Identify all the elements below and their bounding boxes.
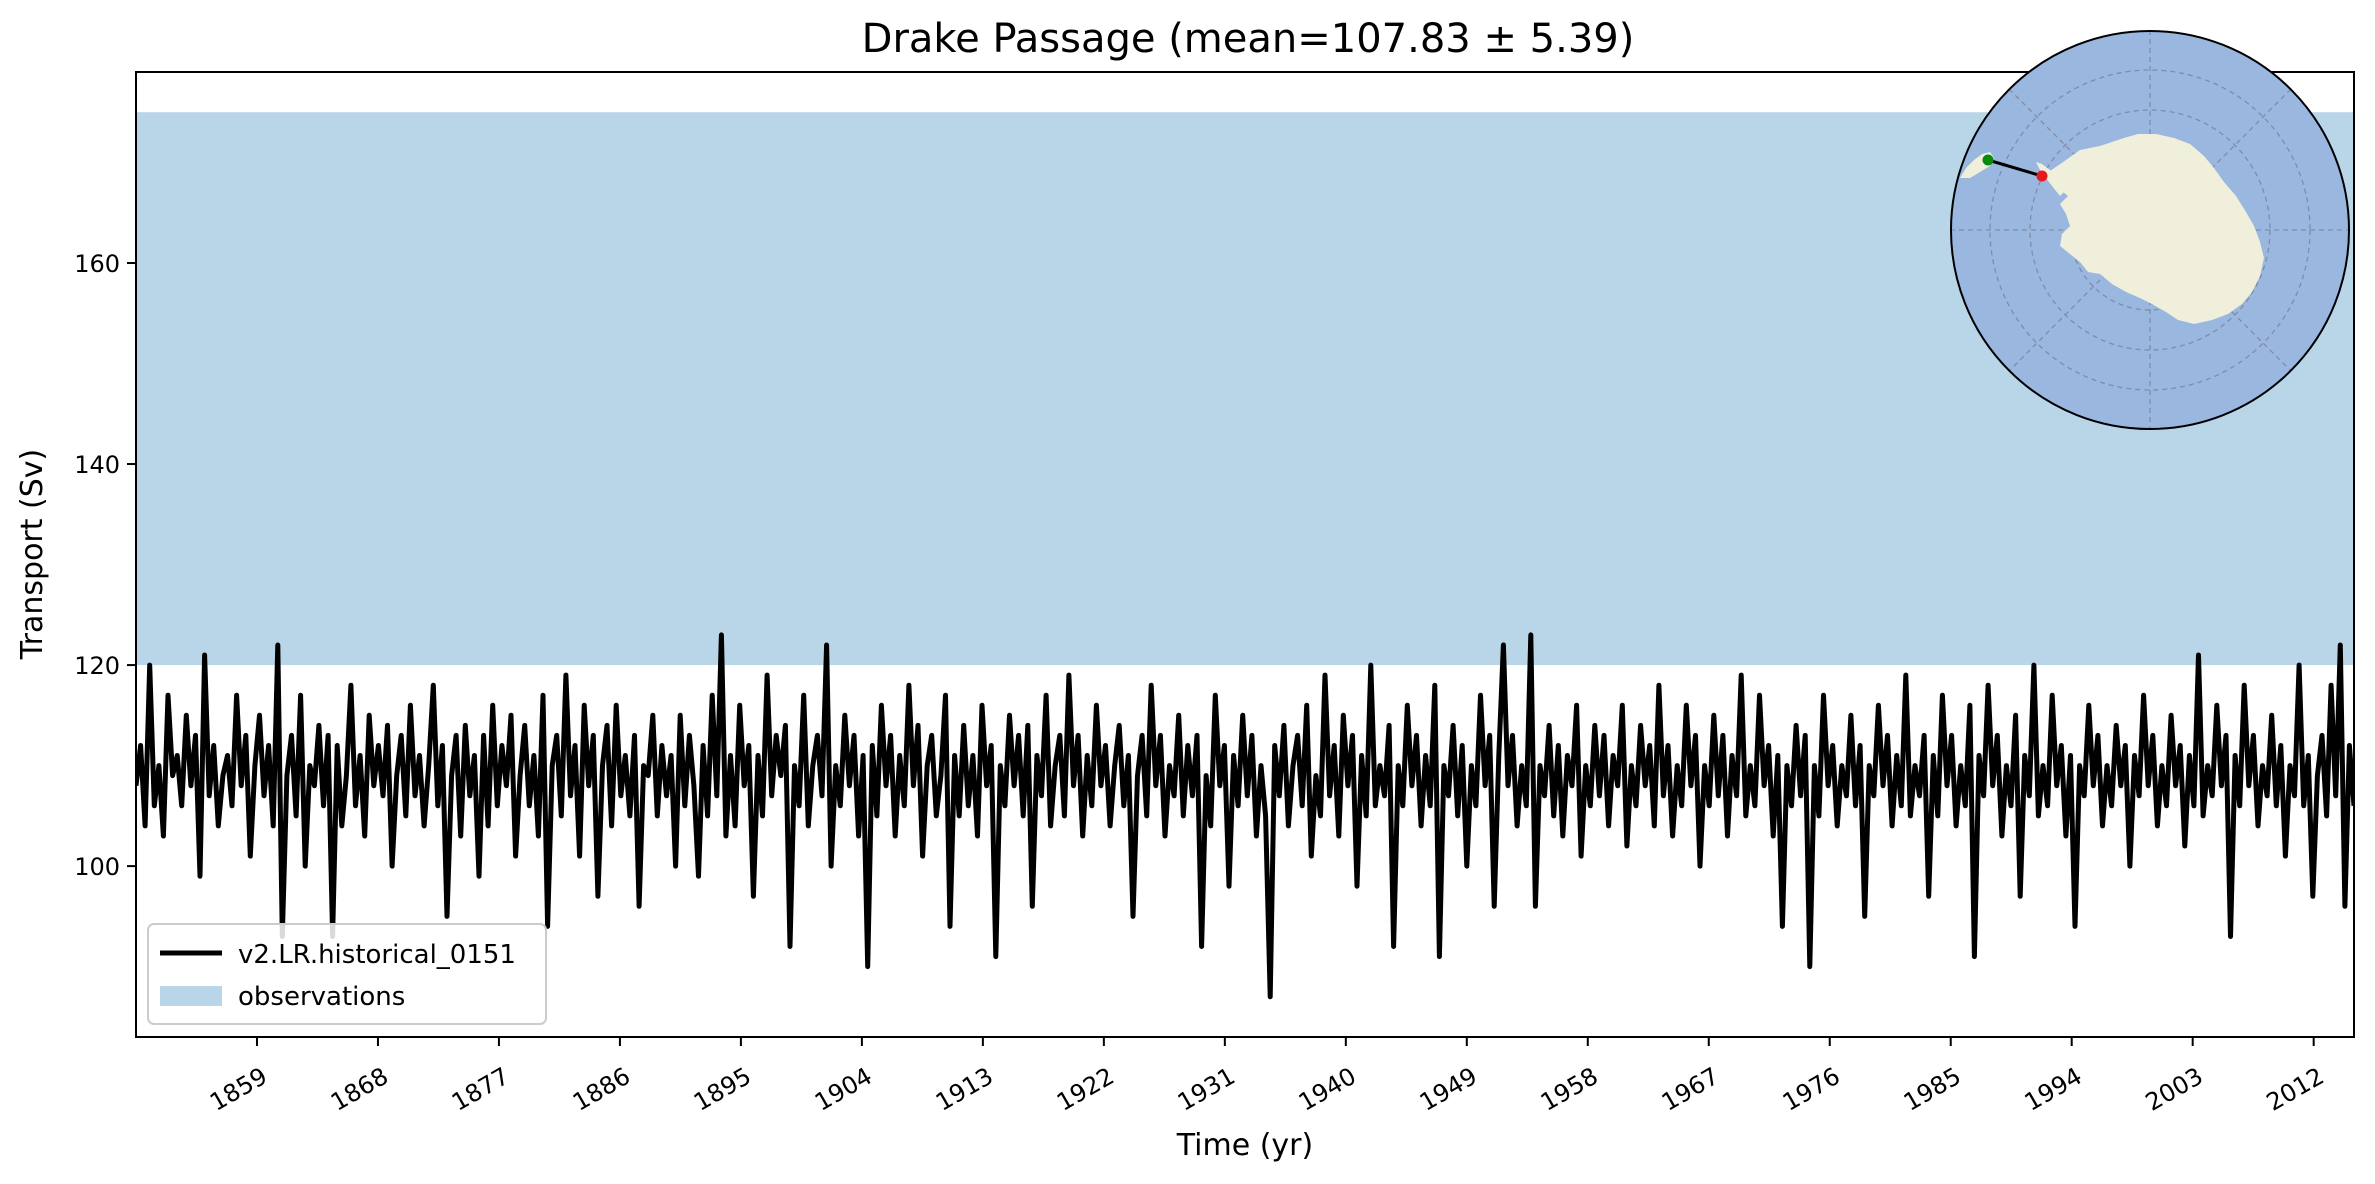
x-axis-label: Time (yr) <box>1176 1128 1313 1163</box>
inset-map-section-end-point <box>2036 170 2048 182</box>
inset-map-section-line <box>1987 158 2043 178</box>
y-tick-label: 160 <box>74 250 120 278</box>
inset-map-antarctic-peninsula <box>2036 162 2066 196</box>
series-line-v2-LR-historical-0151 <box>136 632 2354 1000</box>
inset-map-antarctica <box>2050 134 2264 324</box>
plot-frame <box>135 71 2355 1038</box>
chart-title: Drake Passage (mean=107.83 ± 5.39) <box>862 16 1635 62</box>
y-tick-label: 100 <box>74 853 120 881</box>
legend: v2.LR.historical_0151 observations <box>147 923 547 1025</box>
y-axis-label: Transport (Sv) <box>15 449 50 661</box>
inset-map-section-start-point <box>1982 154 1994 166</box>
inset-map <box>1950 30 2350 430</box>
y-axis: 100 120 140 160 <box>74 250 136 881</box>
legend-label-observations: observations <box>238 982 405 1012</box>
y-tick-label: 120 <box>74 652 120 680</box>
legend-swatch-observations <box>160 986 222 1006</box>
inset-map-globe-border <box>1950 30 2350 430</box>
legend-frame <box>147 923 547 1025</box>
legend-label-series: v2.LR.historical_0151 <box>238 940 516 970</box>
y-tick-label: 140 <box>74 451 120 479</box>
